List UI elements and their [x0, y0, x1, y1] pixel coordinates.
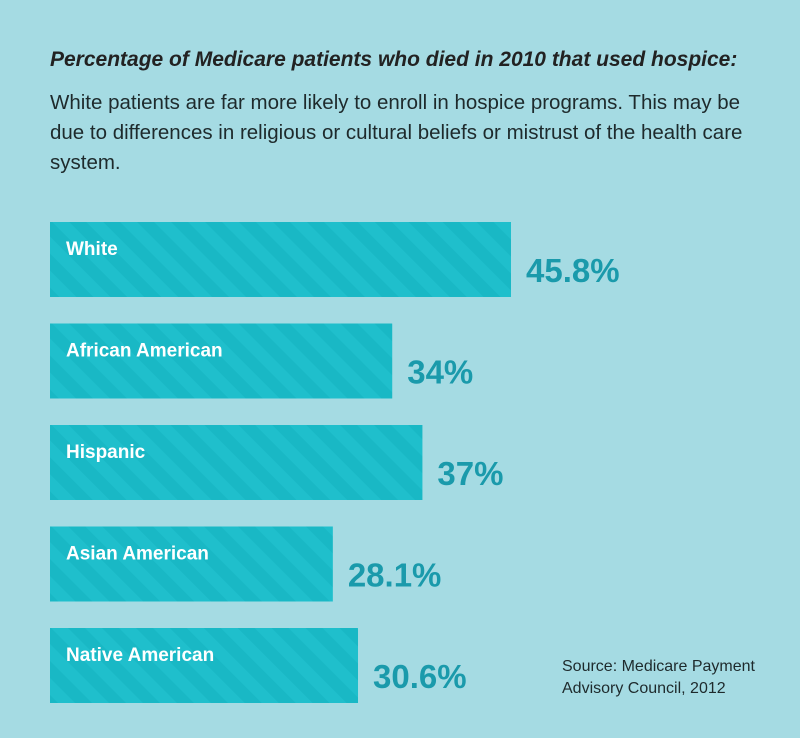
source-note: Source: Medicare Payment Advisory Counci…: [562, 656, 755, 700]
value-label-asian-american: 28.1%: [348, 557, 442, 594]
value-label-native-american: 30.6%: [373, 658, 467, 695]
bar-label-asian-american: Asian American: [66, 544, 209, 565]
source-line-2: Advisory Council, 2012: [562, 680, 726, 697]
bar-label-african-american: African American: [66, 341, 223, 362]
bar-white: [50, 222, 511, 297]
chart-subtitle: White patients are far more likely to en…: [50, 91, 743, 174]
chart-title: Percentage of Medicare patients who died…: [50, 48, 738, 71]
bar-native-american: [50, 628, 359, 703]
bar-african-american: [50, 323, 393, 399]
bar-label-hispanic: Hispanic: [66, 442, 146, 463]
value-label-african-american: 34%: [407, 354, 473, 391]
bar-label-native-american: Native American: [66, 645, 214, 666]
bars-group: White 45.8% African American 34% Hispanic 37%…: [50, 222, 620, 703]
value-label-white: 45.8%: [526, 252, 620, 289]
value-label-hispanic: 37%: [437, 455, 503, 492]
bar-label-white: White: [66, 239, 118, 260]
source-line-1: Source: Medicare Payment: [562, 658, 755, 675]
bar-asian-american: [50, 526, 333, 602]
bar-hispanic: [50, 425, 423, 500]
